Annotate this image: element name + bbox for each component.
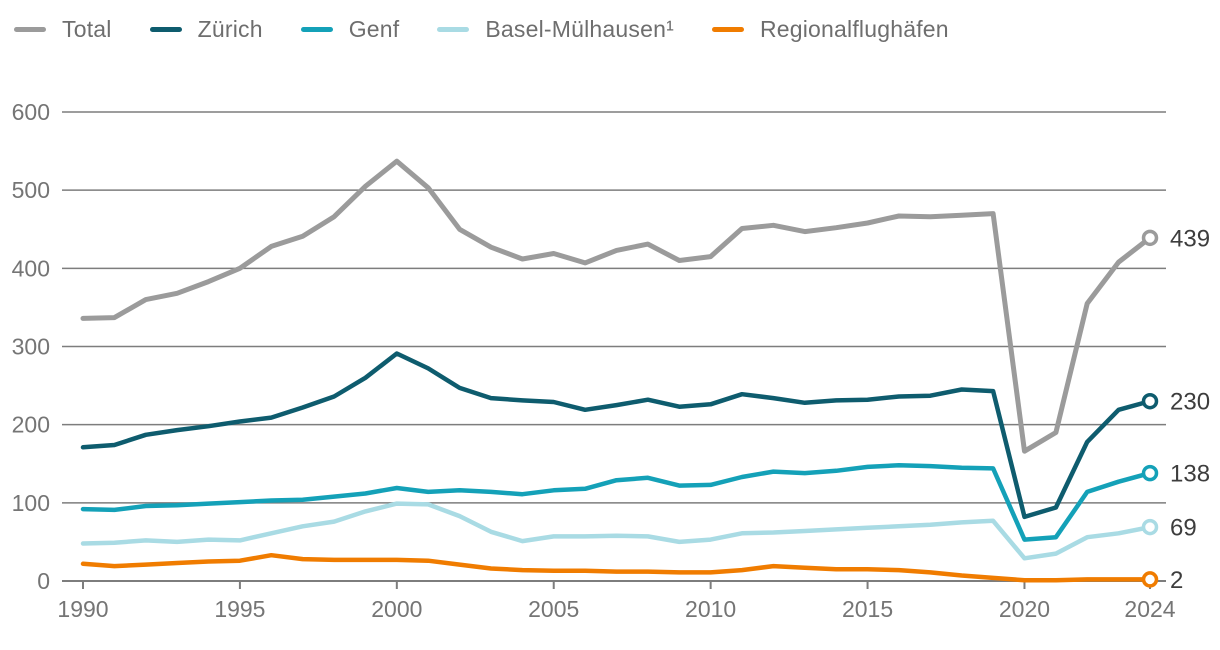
y-tick-label-0: 0 — [37, 568, 50, 594]
x-tick-label-2020: 2020 — [999, 596, 1050, 622]
series-line-3 — [80, 501, 1153, 561]
x-tick-label-2000: 2000 — [371, 596, 422, 622]
endpoint-value-label-4: 2 — [1170, 567, 1183, 594]
series-line-2 — [80, 463, 1153, 542]
y-tick-label-600: 600 — [12, 99, 50, 125]
endpoint-value-label-2: 138 — [1170, 461, 1210, 488]
endpoint-value-label-1: 230 — [1170, 389, 1210, 416]
y-tick-label-300: 300 — [12, 334, 50, 360]
legend-swatch-icon — [14, 27, 46, 32]
legend: Total Zürich Genf Basel-Mülhausen¹ Regionalf… — [14, 16, 949, 43]
legend-item-3: Basel-Mülhausen¹ — [437, 16, 674, 43]
endpoint-value-label-total: 439 — [1170, 225, 1210, 252]
y-tick-label-400: 400 — [12, 255, 50, 281]
legend-item-2: Genf — [300, 16, 400, 43]
legend-item-0: Total — [14, 16, 112, 43]
legend-label: Regionalflughäfen — [759, 16, 949, 42]
legend-item-4: Regionalflughäfen — [711, 16, 949, 43]
legend-label: Basel-Mülhausen¹ — [485, 16, 674, 42]
x-tick-label-2024: 2024 — [1124, 596, 1175, 622]
series-line-4 — [80, 552, 1153, 583]
x-tick-label-2005: 2005 — [528, 596, 579, 622]
series-line-total — [80, 158, 1153, 454]
x-tick-label-1990: 1990 — [57, 596, 108, 622]
x-tick-label-2010: 2010 — [685, 596, 736, 622]
endpoint-marker-4 — [1141, 571, 1159, 588]
x-tick-label-2015: 2015 — [842, 596, 893, 622]
endpoint-marker-1 — [1141, 392, 1159, 410]
y-tick-label-200: 200 — [12, 412, 50, 438]
x-tick-label-1995: 1995 — [214, 596, 265, 622]
legend-label: Total — [62, 16, 112, 42]
legend-label: Zürich — [197, 16, 263, 42]
legend-swatch-icon — [437, 27, 470, 32]
y-tick-label-100: 100 — [12, 490, 50, 516]
endpoint-value-label-3: 69 — [1170, 515, 1197, 542]
legend-swatch-icon — [711, 27, 744, 32]
endpoint-marker-total — [1141, 229, 1159, 247]
endpoint-marker-3 — [1141, 518, 1159, 536]
legend-swatch-icon — [300, 27, 333, 32]
y-tick-label-500: 500 — [12, 177, 50, 203]
legend-label: Genf — [348, 16, 400, 42]
endpoint-marker-2 — [1141, 464, 1159, 482]
legend-swatch-icon — [149, 27, 182, 32]
series-line-1 — [80, 351, 1153, 520]
legend-item-1: Zürich — [149, 16, 263, 43]
